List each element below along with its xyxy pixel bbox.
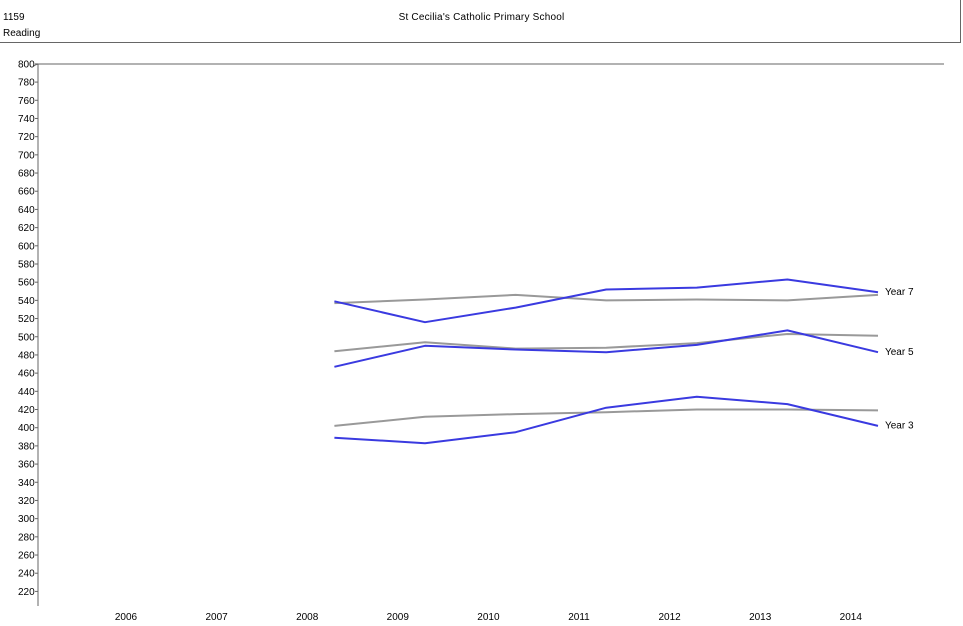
school-id: 1159 xyxy=(3,12,25,23)
series-lines xyxy=(334,278,879,445)
x-tick-label: 2012 xyxy=(658,612,681,623)
y-tick-label: 480 xyxy=(18,350,35,361)
y-tick-label: 460 xyxy=(18,369,35,380)
x-tick-label: 2013 xyxy=(749,612,772,623)
y-tick-label: 400 xyxy=(18,423,35,434)
y-tick-label: 740 xyxy=(18,114,35,125)
y-tick-label: 440 xyxy=(18,387,35,398)
chart-axes xyxy=(33,63,944,606)
line-label: Year 7 xyxy=(885,287,914,298)
line-labels: Year 7 Year 5 Year 3 xyxy=(885,287,914,432)
series-line-year-5-school xyxy=(334,329,879,368)
x-axis-ticks: 2006 2007 2008 2009 2010 2011 2012 2013 2014 xyxy=(115,612,862,623)
y-tick-label: 800 xyxy=(18,59,35,70)
y-tick-label: 280 xyxy=(18,532,35,543)
y-tick-label: 380 xyxy=(18,441,35,452)
y-tick-label: 340 xyxy=(18,478,35,489)
line-label: Year 5 xyxy=(885,347,914,358)
x-tick-label: 2011 xyxy=(568,612,590,623)
report-header: 1159 Reading xyxy=(0,0,961,43)
y-tick-label: 320 xyxy=(18,496,35,507)
y-tick-label: 600 xyxy=(18,241,35,252)
y-tick-label: 620 xyxy=(18,223,35,234)
subject-label: Reading xyxy=(3,28,41,39)
y-tick-label: 640 xyxy=(18,205,35,216)
school-name: St Cecilia's Catholic Primary School xyxy=(398,12,565,23)
y-tick-label: 680 xyxy=(18,169,35,180)
x-tick-label: 2006 xyxy=(115,612,138,623)
series-line-year-3-school xyxy=(334,395,879,445)
y-tick-label: 300 xyxy=(18,514,35,525)
y-tick-label: 260 xyxy=(18,551,35,562)
y-tick-label: 720 xyxy=(18,132,35,143)
series-line-year-7-comparison xyxy=(334,293,879,305)
y-tick-label: 580 xyxy=(18,259,35,270)
y-tick-label: 240 xyxy=(18,569,35,580)
y-tick-label: 500 xyxy=(18,332,35,343)
y-tick-label: 420 xyxy=(18,405,35,416)
y-tick-label: 700 xyxy=(18,150,35,161)
x-tick-label: 2014 xyxy=(840,612,863,623)
y-tick-label: 520 xyxy=(18,314,35,325)
y-tick-label: 360 xyxy=(18,460,35,471)
x-tick-label: 2007 xyxy=(205,612,228,623)
x-tick-label: 2009 xyxy=(387,612,410,623)
y-tick-label: 780 xyxy=(18,78,35,89)
axis-corner xyxy=(33,63,41,67)
line-label: Year 3 xyxy=(885,420,914,431)
x-tick-label: 2008 xyxy=(296,612,319,623)
y-tick-label: 660 xyxy=(18,187,35,198)
series-line-year-7-school xyxy=(334,278,879,324)
y-axis-ticks: 220 240 260 280 300 320 340 360 380 400 420 440 460 4… xyxy=(18,59,38,598)
y-tick-label: 560 xyxy=(18,278,35,289)
y-tick-label: 220 xyxy=(18,587,35,598)
x-tick-label: 2010 xyxy=(477,612,500,623)
y-tick-label: 540 xyxy=(18,296,35,307)
series-line-year-3-comparison xyxy=(334,408,879,427)
y-tick-label: 760 xyxy=(18,96,35,107)
series-line-year-5-comparison xyxy=(334,333,879,353)
